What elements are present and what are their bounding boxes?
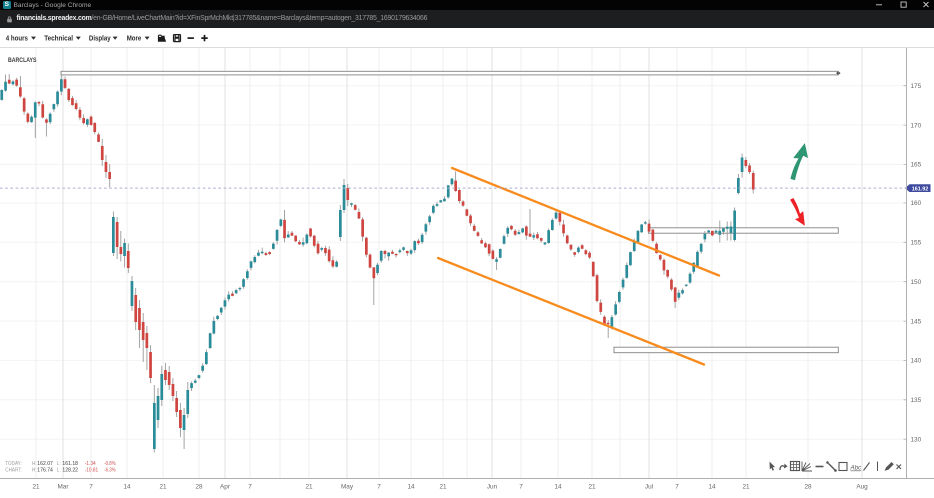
svg-text:140: 140 (911, 358, 922, 365)
svg-text:21: 21 (305, 484, 313, 491)
svg-text:130: 130 (911, 436, 922, 443)
svg-text:161.18: 161.18 (62, 461, 78, 467)
svg-text:28: 28 (195, 484, 203, 491)
svg-text:Abc: Abc (850, 465, 863, 472)
svg-text:Apr: Apr (220, 484, 231, 491)
svg-text:175: 175 (911, 83, 922, 90)
svg-text:Aug: Aug (856, 484, 868, 491)
svg-text:21: 21 (32, 484, 40, 491)
svg-text:TODAY:: TODAY: (5, 461, 22, 467)
svg-text:CHART:: CHART: (5, 467, 22, 473)
svg-text:-1.34: -1.34 (85, 461, 97, 467)
svg-text:170: 170 (911, 122, 922, 129)
svg-text:H:: H: (32, 467, 37, 473)
svg-text:7: 7 (89, 484, 93, 491)
svg-text:May: May (341, 484, 354, 491)
svg-text:4 hours: 4 hours (6, 34, 28, 43)
svg-text:7: 7 (248, 484, 252, 491)
svg-text:128.22: 128.22 (62, 467, 78, 473)
svg-text:135: 135 (911, 397, 922, 404)
svg-text:21: 21 (742, 484, 750, 491)
svg-text:145: 145 (911, 318, 922, 325)
svg-text:150: 150 (911, 279, 922, 286)
svg-text:-0.8%: -0.8% (104, 461, 115, 467)
svg-text:21: 21 (588, 484, 596, 491)
svg-text:21: 21 (439, 484, 447, 491)
svg-text:7: 7 (519, 484, 523, 491)
svg-text:14: 14 (708, 484, 716, 491)
svg-text:28: 28 (804, 484, 812, 491)
svg-text:14: 14 (554, 484, 562, 491)
svg-text:L:: L: (57, 461, 61, 467)
svg-text:L:: L: (57, 467, 61, 473)
svg-text:-6.3%: -6.3% (104, 467, 115, 473)
svg-text:165: 165 (911, 162, 922, 169)
svg-text:-10.81: -10.81 (85, 467, 99, 473)
svg-text:H:: H: (32, 461, 37, 467)
svg-text:14: 14 (123, 484, 131, 491)
svg-text:BARCLAYS: BARCLAYS (8, 57, 37, 64)
svg-text:7: 7 (377, 484, 381, 491)
svg-text:Technical: Technical (44, 34, 73, 43)
svg-text:Mar: Mar (57, 484, 69, 491)
svg-text:176.74: 176.74 (37, 467, 53, 473)
svg-text:7: 7 (675, 484, 679, 491)
svg-text:Display: Display (89, 34, 111, 43)
svg-text:Jul: Jul (645, 484, 653, 491)
svg-text:14: 14 (407, 484, 415, 491)
svg-text:Jun: Jun (487, 484, 498, 491)
svg-text:162.07: 162.07 (37, 461, 53, 467)
svg-text:155: 155 (911, 240, 922, 247)
svg-text:More: More (127, 34, 142, 43)
svg-text:160: 160 (911, 200, 922, 207)
svg-text:161.92: 161.92 (912, 187, 929, 193)
svg-text:21: 21 (159, 484, 167, 491)
